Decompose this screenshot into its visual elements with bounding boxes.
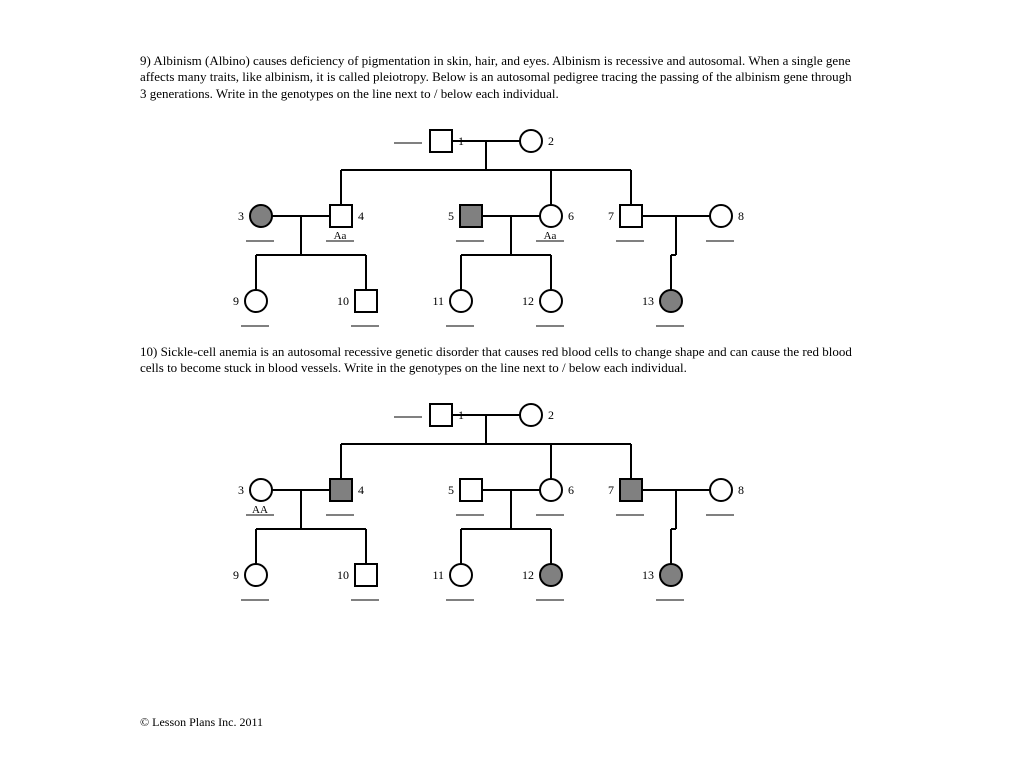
- pedigree-circle-n11: [450, 564, 472, 586]
- pedigree-label-n6: 6: [568, 209, 574, 223]
- pedigree-label-n10: 10: [337, 568, 349, 582]
- pedigree-label-n4: 4: [358, 209, 364, 223]
- pedigree-square-n4: [330, 205, 352, 227]
- worksheet-page: 9) Albinism (Albino) causes deficiency o…: [140, 40, 860, 614]
- pedigree-circle-n8: [710, 479, 732, 501]
- pedigree-label-n7: 7: [608, 209, 614, 223]
- pedigree-label-n11: 11: [432, 294, 444, 308]
- pedigree-label-n8: 8: [738, 483, 744, 497]
- pedigree-label-n10: 10: [337, 294, 349, 308]
- pedigree-label-n5: 5: [448, 483, 454, 497]
- pedigree-circle-n9: [245, 564, 267, 586]
- genotype-value-n6: Aa: [544, 230, 557, 242]
- pedigree-label-n9: 9: [233, 568, 239, 582]
- pedigree-circle-n2: [520, 130, 542, 152]
- pedigree-square-n10: [355, 290, 377, 312]
- pedigree-circle-n6: [540, 205, 562, 227]
- pedigree-circle-n3: [250, 205, 272, 227]
- pedigree-label-n3: 3: [238, 483, 244, 497]
- pedigree-circle-n8: [710, 205, 732, 227]
- pedigree-square-n7: [620, 479, 642, 501]
- pedigree-circle-n13: [660, 290, 682, 312]
- pedigree-square-n1: [430, 130, 452, 152]
- pedigree-label-n12: 12: [522, 294, 534, 308]
- pedigree-label-n6: 6: [568, 483, 574, 497]
- pedigree-label-n13: 13: [642, 568, 654, 582]
- pedigree-circle-n3: [250, 479, 272, 501]
- pedigree-circle-n12: [540, 564, 562, 586]
- pedigree-label-n4: 4: [358, 483, 364, 497]
- pedigree-label-n1: 1: [458, 408, 464, 422]
- pedigree-label-n2: 2: [548, 408, 554, 422]
- pedigree-label-n5: 5: [448, 209, 454, 223]
- footer-copyright: © Lesson Plans Inc. 2011: [140, 715, 263, 730]
- pedigree-circle-n11: [450, 290, 472, 312]
- question-9-text: 9) Albinism (Albino) causes deficiency o…: [140, 53, 860, 102]
- pedigree-label-n2: 2: [548, 134, 554, 148]
- pedigree-circle-n12: [540, 290, 562, 312]
- genotype-value-n3: AA: [252, 504, 268, 516]
- pedigree-label-n7: 7: [608, 483, 614, 497]
- pedigree-square-n7: [620, 205, 642, 227]
- pedigree-label-n13: 13: [642, 294, 654, 308]
- pedigree-label-n3: 3: [238, 209, 244, 223]
- pedigree-label-n12: 12: [522, 568, 534, 582]
- pedigree-circle-n13: [660, 564, 682, 586]
- pedigree-diagram-9: 1234Aa56Aa78910111213: [140, 110, 860, 340]
- pedigree-diagram-10: 123AA45678910111213: [140, 384, 860, 614]
- pedigree-circle-n9: [245, 290, 267, 312]
- pedigree-square-n5: [460, 205, 482, 227]
- genotype-value-n4: Aa: [334, 230, 347, 242]
- pedigree-label-n1: 1: [458, 134, 464, 148]
- pedigree-circle-n2: [520, 404, 542, 426]
- pedigree-label-n8: 8: [738, 209, 744, 223]
- pedigree-square-n1: [430, 404, 452, 426]
- pedigree-circle-n6: [540, 479, 562, 501]
- pedigree-square-n10: [355, 564, 377, 586]
- pedigree-square-n5: [460, 479, 482, 501]
- question-10-text: 10) Sickle-cell anemia is an autosomal r…: [140, 344, 860, 377]
- pedigree-square-n4: [330, 479, 352, 501]
- pedigree-label-n11: 11: [432, 568, 444, 582]
- pedigree-label-n9: 9: [233, 294, 239, 308]
